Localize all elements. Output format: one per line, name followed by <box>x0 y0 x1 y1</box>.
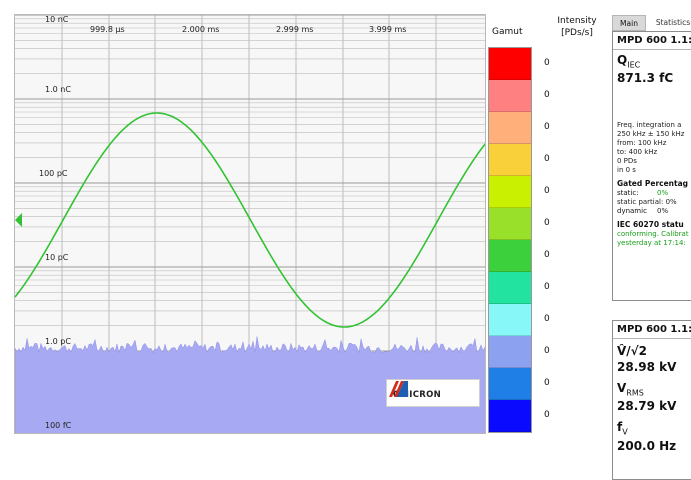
omicron-logo: OMICRON <box>386 379 480 407</box>
gamut-swatch <box>489 336 531 368</box>
voltage-card-title: MPD 600 1.1: <box>613 321 691 339</box>
y-label-100pc: 100 pC <box>39 169 68 178</box>
intensity-value: 0 <box>544 250 550 260</box>
intensity-value: 0 <box>544 314 550 324</box>
intensity-value: 0 <box>544 154 550 164</box>
panel-tabs: Main Statistics <box>612 15 691 31</box>
intensity-title-line1: Intensity <box>557 16 597 26</box>
freq-range: 250 kHz ± 150 kHz <box>617 130 685 139</box>
x-label-4ms: 3.999 ms <box>369 25 407 34</box>
pd-time: in 0 s <box>617 166 636 175</box>
x-label-1ms: 999.8 µs <box>90 25 125 34</box>
pd-count: 0 PDs <box>617 157 637 166</box>
prpd-plot[interactable]: 10 nC 1.0 nC 100 pC 10 pC 1.0 pC 100 fC … <box>14 14 486 434</box>
v-rms-value: 28.79 kV <box>617 399 677 414</box>
voltage-card: MPD 600 1.1: V̂/√2 28.98 kV VRMS 28.79 k… <box>612 320 691 480</box>
y-label-10pc: 10 pC <box>45 253 69 262</box>
gamut-swatch <box>489 144 531 176</box>
dynamic-row: dynamic 0% <box>617 207 669 216</box>
omicron-logo-icon <box>389 381 408 397</box>
freq-to: to: 400 kHz <box>617 148 658 157</box>
charge-card-title: MPD 600 1.1: <box>613 32 691 50</box>
intensity-value: 0 <box>544 410 550 420</box>
x-label-3ms: 2.999 ms <box>276 25 314 34</box>
gamut-color-scale <box>488 47 532 433</box>
intensity-value: 0 <box>544 90 550 100</box>
intensity-value: 0 <box>544 218 550 228</box>
v-peak-value: 28.98 kV <box>617 360 677 374</box>
v-rms-symbol: VRMS <box>617 381 644 398</box>
y-label-1nc: 1.0 nC <box>45 85 71 94</box>
intensity-value: 0 <box>544 58 550 68</box>
intensity-value: 0 <box>544 122 550 132</box>
gamut-swatch <box>489 240 531 272</box>
calibration-status-line2: yesterday at 17:14: <box>617 239 686 248</box>
tab-statistics[interactable]: Statistics <box>655 18 691 27</box>
noise-floor-band <box>15 336 485 433</box>
static-partial-row: static partial: 0% <box>617 198 677 207</box>
gamut-swatch <box>489 304 531 336</box>
gamut-swatch <box>489 48 531 80</box>
v-peak-symbol: V̂/√2 <box>617 344 648 358</box>
intensity-title-line2: [PDs/s] <box>561 28 593 38</box>
intensity-value: 0 <box>544 346 550 356</box>
plot-canvas <box>15 15 485 433</box>
gamut-swatch <box>489 80 531 112</box>
freq-value: 200.0 Hz <box>617 438 677 453</box>
omicron-logo-text: OMICRON <box>393 390 442 400</box>
intensity-value: 0 <box>544 186 550 196</box>
intensity-value: 0 <box>544 282 550 292</box>
q-iec-value: 871.3 fC <box>617 71 674 86</box>
intensity-title: Intensity [PDs/s] <box>546 15 608 39</box>
gamut-swatch <box>489 368 531 400</box>
freq-integration-label: Freq. integration a <box>617 121 682 130</box>
freq-from: from: 100 kHz <box>617 139 667 148</box>
gamut-swatch <box>489 400 531 432</box>
intensity-value: 0 <box>544 378 550 388</box>
static-row: static: 0% <box>617 189 669 198</box>
q-iec-symbol: QIEC <box>617 53 641 70</box>
gated-percentage-title: Gated Percentag <box>617 179 689 189</box>
x-label-2ms: 2.000 ms <box>182 25 220 34</box>
tab-main[interactable]: Main <box>612 15 646 31</box>
calibration-status-line1: conforming. Calibrat <box>617 230 689 239</box>
gamut-swatch <box>489 176 531 208</box>
y-label-100fc: 100 fC <box>45 421 72 430</box>
gamut-title: Gamut <box>492 27 523 37</box>
y-label-1pc: 1.0 pC <box>45 337 71 346</box>
gamut-swatch <box>489 112 531 144</box>
curve-marker-icon <box>15 213 22 227</box>
gamut-swatch <box>489 272 531 304</box>
voltage-sine-curve <box>15 112 485 328</box>
freq-symbol: fV <box>617 420 628 437</box>
y-label-10nc: 10 nC <box>45 15 69 24</box>
iec-status-title: IEC 60270 statu <box>617 220 684 230</box>
gamut-swatch <box>489 208 531 240</box>
charge-card: MPD 600 1.1: QIEC 871.3 fC Freq. integra… <box>612 31 691 301</box>
